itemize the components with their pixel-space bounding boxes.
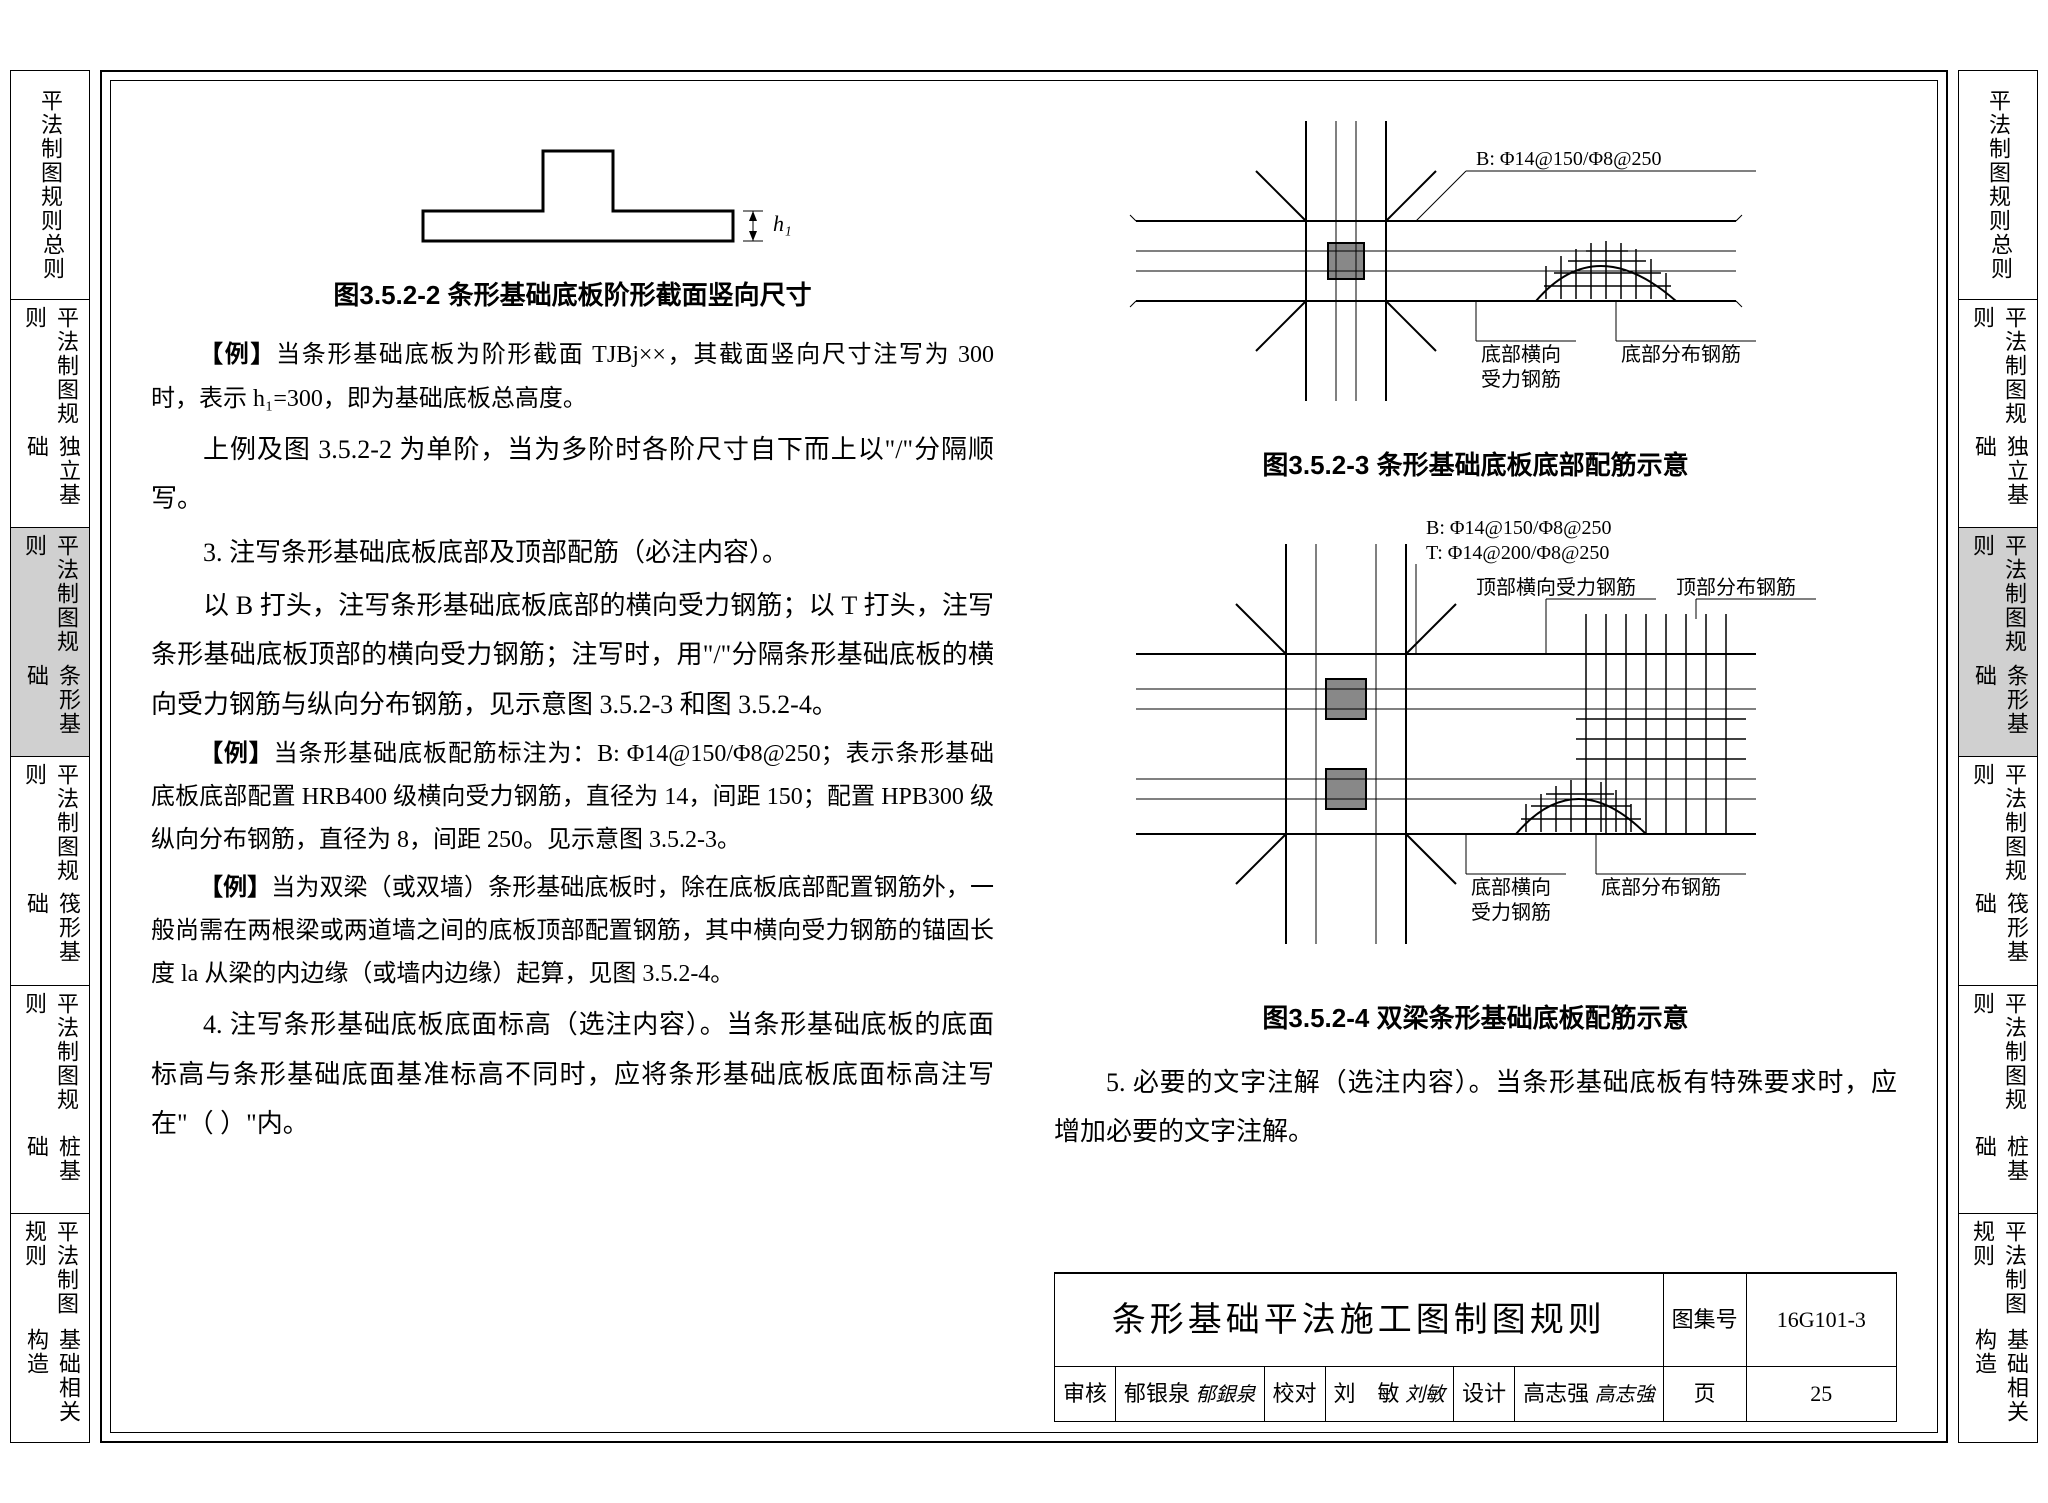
svg-text:底部横向: 底部横向 [1471,876,1551,899]
tab-general-r[interactable]: 平法制图规则总则 [1958,70,2038,299]
title-block: 条形基础平法施工图制图规则 图集号 16G101-3 审核 郁银泉 郁銀泉 校对… [1054,1272,1897,1422]
design-label: 设计 [1454,1367,1515,1422]
set-number: 16G101-3 [1746,1273,1896,1367]
tab-related-r[interactable]: 平法制图规则基础相关构造 [1958,1213,2038,1443]
svg-text:B: Φ14@150/Φ8@250: B: Φ14@150/Φ8@250 [1426,517,1612,539]
svg-text:底部分布钢筋: 底部分布钢筋 [1601,876,1721,899]
tab-raft-r[interactable]: 平法制图规则筏形基础 [1958,756,2038,985]
svg-text:底部分布钢筋: 底部分布钢筋 [1621,343,1741,366]
tab-general[interactable]: 平法制图规则总则 [10,70,90,299]
tab-strip-foundation-r[interactable]: 平法制图规则条形基础 [1958,527,2038,756]
svg-text:受力钢筋: 受力钢筋 [1471,901,1551,924]
paragraph-4: 4. 注写条形基础底板底面标高（选注内容）。当条形基础底板的底面标高与条形基础底… [151,1000,994,1148]
left-tab-strip: 平法制图规则总则 平法制图规则独立基础 平法制图规则条形基础 平法制图规则筏形基… [10,70,90,1443]
paragraph-3: 以 B 打头，注写条形基础底板底部的横向受力钢筋；以 T 打头，注写条形基础底板… [151,581,994,729]
tab-strip-foundation[interactable]: 平法制图规则条形基础 [10,527,90,756]
tab-isolated-r[interactable]: 平法制图规则独立基础 [1958,299,2038,528]
tab-pile[interactable]: 平法制图规则桩基础 [10,985,90,1214]
paragraph-2: 3. 注写条形基础底板底部及顶部配筋（必注内容）。 [151,528,994,577]
example-2: 【例】当条形基础底板配筋标注为：B: Φ14@150/Φ8@250；表示条形基础… [151,733,994,863]
svg-text:底部横向: 底部横向 [1481,343,1561,366]
paragraph-5: 5. 必要的文字注解（选注内容）。当条形基础底板有特殊要求时，应增加必要的文字注… [1054,1058,1897,1157]
right-column: B: Φ14@150/Φ8@250 底部横向 受力钢筋 底部分布钢筋 图3.5.… [1024,111,1897,1422]
page-label: 页 [1663,1367,1746,1422]
figure-3-5-2-4-title: 图3.5.2-4 双梁条形基础底板配筋示意 [1054,994,1897,1043]
paragraph-1: 上例及图 3.5.2-2 为单阶，当为多阶时各阶尺寸自下而上以"/"分隔顺写。 [151,425,994,524]
page-content: h₁ 图3.5.2-2 条形基础底板阶形截面竖向尺寸 【例】当条形基础底板为阶形… [111,81,1937,1432]
review-label: 审核 [1055,1367,1116,1422]
figure-3-5-2-2-title: 图3.5.2-2 条形基础底板阶形截面竖向尺寸 [151,271,994,320]
tab-related[interactable]: 平法制图规则基础相关构造 [10,1213,90,1443]
example-1: 【例】当条形基础底板为阶形截面 TJBj××，其截面竖向尺寸注写为 300 时，… [151,334,994,420]
example-3: 【例】当为双梁（或双墙）条形基础底板时，除在底板底部配置钢筋外，一般尚需在两根梁… [151,867,994,997]
figure-3-5-2-4: B: Φ14@150/Φ8@250 T: Φ14@200/Φ8@250 顶部横向… [1116,504,1836,984]
page-inner-frame: h₁ 图3.5.2-2 条形基础底板阶形截面竖向尺寸 【例】当条形基础底板为阶形… [110,80,1938,1433]
set-label: 图集号 [1663,1273,1746,1367]
drawing-title: 条形基础平法施工图制图规则 [1055,1273,1664,1367]
figure-3-5-2-2: h₁ [313,111,833,261]
figure-3-5-2-3-title: 图3.5.2-3 条形基础底板底部配筋示意 [1054,441,1897,490]
svg-text:h₁: h₁ [773,211,792,236]
right-tab-strip: 平法制图规则总则 平法制图规则独立基础 平法制图规则条形基础 平法制图规则筏形基… [1958,70,2038,1443]
svg-text:T: Φ14@200/Φ8@250: T: Φ14@200/Φ8@250 [1426,542,1609,564]
tab-raft[interactable]: 平法制图规则筏形基础 [10,756,90,985]
check-name: 刘 敏 刘敏 [1325,1367,1454,1422]
figure-3-5-2-3: B: Φ14@150/Φ8@250 底部横向 受力钢筋 底部分布钢筋 [1116,111,1836,431]
svg-text:顶部横向受力钢筋: 顶部横向受力钢筋 [1476,576,1636,599]
check-label: 校对 [1264,1367,1325,1422]
left-column: h₁ 图3.5.2-2 条形基础底板阶形截面竖向尺寸 【例】当条形基础底板为阶形… [151,111,1024,1422]
design-name: 高志强 高志強 [1515,1367,1664,1422]
svg-text:受力钢筋: 受力钢筋 [1481,368,1561,391]
tab-pile-r[interactable]: 平法制图规则桩基础 [1958,985,2038,1214]
page-outer-frame: h₁ 图3.5.2-2 条形基础底板阶形截面竖向尺寸 【例】当条形基础底板为阶形… [100,70,1948,1443]
svg-text:B: Φ14@150/Φ8@250: B: Φ14@150/Φ8@250 [1476,148,1662,170]
tab-isolated[interactable]: 平法制图规则独立基础 [10,299,90,528]
review-name: 郁银泉 郁銀泉 [1116,1367,1265,1422]
svg-text:顶部分布钢筋: 顶部分布钢筋 [1676,576,1796,599]
page-number: 25 [1746,1367,1896,1422]
